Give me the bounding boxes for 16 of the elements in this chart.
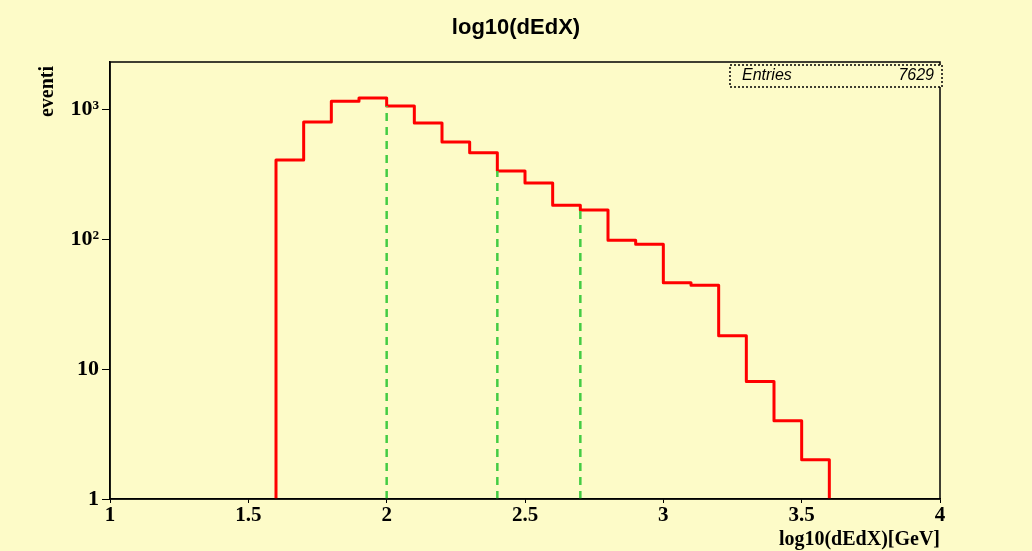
y-tick-label: 10: [77, 354, 99, 380]
x-tick-label: 1: [104, 502, 116, 527]
x-tick-label: 1.5: [235, 502, 262, 527]
x-tick-label: 2: [381, 502, 392, 527]
x-axis-title: log10(dEdX)[GeV]: [778, 527, 940, 551]
x-tick-label: 4: [934, 502, 946, 527]
annotation: Entries: [742, 66, 792, 84]
y-tick-label: 1: [88, 484, 99, 510]
y-axis-title: eventi: [35, 65, 58, 118]
x-tick-label: 3.5: [788, 502, 815, 527]
x-tick-label: 3: [658, 502, 669, 527]
x-tick-label: 2.5: [511, 502, 539, 527]
chart-title: log10(dEdX): [451, 14, 581, 40]
y-tick-label: 10³: [70, 94, 100, 120]
annotation: 7629: [898, 66, 935, 84]
y-tick-label: 10²: [70, 224, 100, 250]
